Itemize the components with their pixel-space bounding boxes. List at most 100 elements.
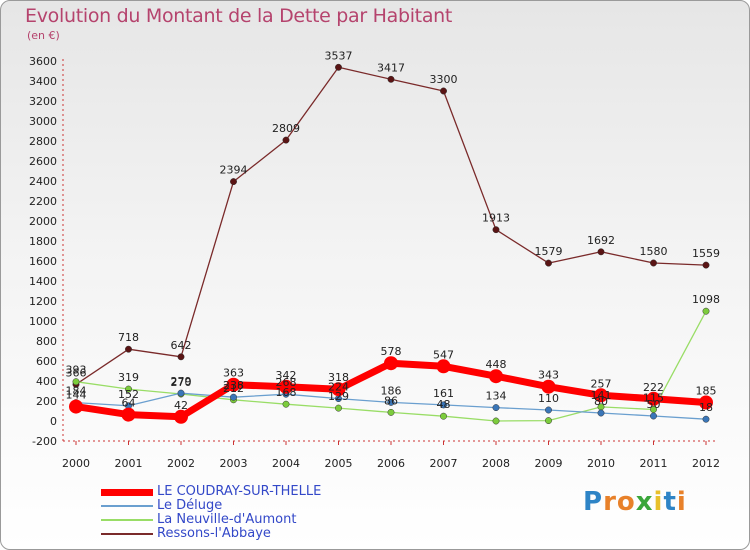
- y-tick-label: 2600: [29, 155, 57, 168]
- series-point: [335, 404, 342, 412]
- data-label: 3537: [325, 49, 353, 62]
- data-label: 2394: [220, 164, 248, 177]
- x-tick-label: 2006: [377, 457, 405, 470]
- legend-label: LE COUDRAY-SUR-THELLE: [157, 484, 322, 499]
- series-point: [650, 259, 657, 267]
- x-tick-label: 2009: [535, 457, 563, 470]
- data-label: 212: [223, 382, 244, 395]
- data-label: 186: [381, 384, 402, 397]
- series-point: [702, 307, 710, 315]
- data-label: 279: [171, 375, 192, 388]
- data-label: 343: [538, 369, 559, 382]
- x-tick-label: 2010: [587, 457, 615, 470]
- data-label: 222: [643, 381, 664, 394]
- data-label: 3417: [377, 61, 405, 74]
- legend-item: Ressons-l'Abbaye: [101, 527, 321, 541]
- series-line: [75, 66, 707, 386]
- series-point: [545, 259, 552, 267]
- logo-letter: P: [583, 487, 604, 517]
- data-label: 80: [594, 395, 608, 408]
- data-label: 141: [591, 389, 612, 402]
- x-tick-label: 2001: [115, 457, 143, 470]
- series-point: [331, 382, 346, 397]
- data-label: 129: [328, 390, 349, 403]
- y-tick-label: -200: [32, 435, 57, 448]
- x-tick-label: 2007: [430, 457, 458, 470]
- series-point: [121, 407, 136, 422]
- series-point: [177, 353, 185, 361]
- x-tick-label: 2004: [272, 457, 300, 470]
- data-label: 184: [66, 385, 87, 398]
- data-label: 3300: [430, 73, 458, 86]
- y-tick-label: 2200: [29, 195, 57, 208]
- series-point: [174, 409, 188, 424]
- data-label: 144: [66, 389, 87, 402]
- data-label: 50: [647, 398, 661, 411]
- x-tick-label: 2012: [692, 457, 720, 470]
- legend-swatch: [101, 519, 153, 521]
- data-label: 257: [591, 377, 612, 390]
- chart-unit-label: (en €): [27, 29, 60, 42]
- data-label: 134: [486, 390, 507, 403]
- series-point: [646, 391, 661, 406]
- legend-label: La Neuville-d'Aumont: [157, 512, 297, 527]
- y-tick-label: 1000: [29, 315, 57, 328]
- series-point: [492, 417, 500, 425]
- data-label: 342: [276, 369, 297, 382]
- data-label: 168: [276, 386, 297, 399]
- y-tick-label: 2400: [29, 175, 57, 188]
- y-tick-label: 600: [36, 355, 57, 368]
- logo-letter: i: [653, 487, 664, 517]
- data-label: 18: [699, 401, 713, 414]
- data-label: 270: [171, 376, 192, 389]
- series-point: [594, 388, 608, 403]
- series-point: [702, 261, 710, 269]
- y-tick-label: 1600: [29, 255, 57, 268]
- series-point: [384, 356, 398, 371]
- series-point: [125, 345, 132, 353]
- x-tick-label: 2003: [220, 457, 248, 470]
- y-tick-label: 3600: [29, 55, 57, 68]
- logo-letter: o: [616, 487, 636, 517]
- data-label: 268: [276, 376, 297, 389]
- y-tick-label: 2000: [29, 215, 57, 228]
- proxiti-logo: Proxiti: [583, 487, 687, 517]
- legend-item: Le Déluge: [101, 499, 321, 513]
- legend-swatch: [101, 488, 153, 496]
- data-label: 42: [174, 399, 188, 412]
- series-point: [545, 417, 552, 425]
- series-point: [282, 136, 290, 144]
- series-point: [387, 75, 395, 83]
- y-tick-label: 1200: [29, 295, 57, 308]
- y-tick-label: 400: [36, 375, 57, 388]
- y-tick-label: 1400: [29, 275, 57, 288]
- data-label: 2809: [272, 122, 300, 135]
- x-tick-label: 2011: [640, 457, 668, 470]
- legend-label: Ressons-l'Abbaye: [157, 526, 271, 541]
- y-tick-label: 800: [36, 335, 57, 348]
- data-label: 1579: [535, 245, 563, 258]
- series-point: [597, 248, 605, 256]
- chart-title: Evolution du Montant de la Dette par Hab…: [25, 5, 453, 27]
- series-point: [226, 377, 241, 392]
- legend-label: Le Déluge: [157, 498, 223, 513]
- series-point: [335, 63, 342, 71]
- data-label: 86: [384, 394, 398, 407]
- chart-legend: LE COUDRAY-SUR-THELLE Le Déluge La Neuvill…: [101, 485, 321, 541]
- x-tick-label: 2008: [482, 457, 510, 470]
- series-point: [72, 378, 80, 386]
- series-point: [436, 359, 451, 374]
- y-tick-label: 3000: [29, 115, 57, 128]
- data-label: 448: [486, 358, 507, 371]
- series-point: [650, 412, 657, 420]
- series-point: [492, 404, 500, 412]
- legend-swatch: [101, 533, 153, 535]
- data-label: 1580: [640, 245, 668, 258]
- series-point: [440, 87, 447, 95]
- data-label: 185: [696, 385, 717, 398]
- series-point: [489, 369, 503, 384]
- legend-item: LE COUDRAY-SUR-THELLE: [101, 485, 321, 499]
- logo-letter: t: [663, 487, 677, 517]
- series-point: [282, 400, 290, 408]
